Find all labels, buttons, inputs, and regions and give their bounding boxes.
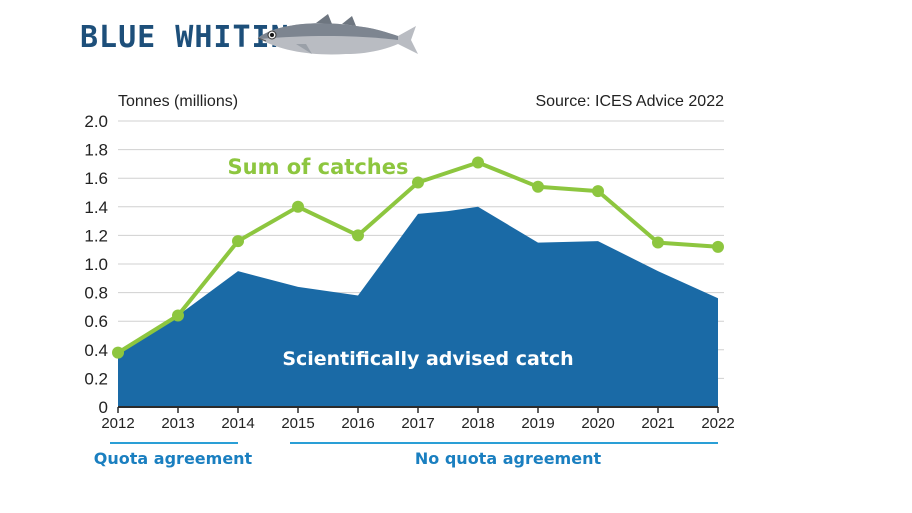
advised-catch-series <box>118 206 718 407</box>
data-point <box>112 346 124 359</box>
x-tick-label: 2014 <box>221 415 254 432</box>
y-tick-label: 0.8 <box>84 284 108 303</box>
x-tick-label: 2017 <box>401 415 434 432</box>
advised-catch-label: Scientifically advised catch <box>282 348 573 370</box>
data-point <box>232 235 244 248</box>
data-point <box>172 309 184 322</box>
period-label: Quota agreement <box>94 449 253 468</box>
sum-of-catches-label: Sum of catches <box>228 155 409 179</box>
y-tick-label: 1.2 <box>84 226 108 245</box>
y-tick-label: 1.6 <box>84 169 108 188</box>
advised-catch-area <box>118 206 718 407</box>
x-tick-label: 2015 <box>281 415 314 432</box>
x-tick-labels: 2012 2013 2014 2015 2016 2017 2018 2019 2020 2021… <box>101 415 734 432</box>
x-tick-label: 2020 <box>581 415 614 432</box>
x-tick-label: 2013 <box>161 415 194 432</box>
y-tick-label: 1.4 <box>84 198 108 217</box>
agreement-periods: Quota agreement No quota agreement <box>94 442 718 468</box>
y-tick-label: 0.4 <box>84 341 108 360</box>
data-point <box>532 180 544 193</box>
sum-of-catches-line <box>112 156 724 359</box>
x-tick-label: 2016 <box>341 415 374 432</box>
y-tick-label: 0.2 <box>84 369 108 388</box>
y-tick-label: 1.0 <box>84 255 108 274</box>
x-tick-label: 2019 <box>521 415 554 432</box>
y-tick-label: 2.0 <box>84 112 108 131</box>
data-point <box>292 200 304 213</box>
y-tick-label: 0 <box>99 398 108 417</box>
y-axis-label: Tonnes (millions) <box>118 93 238 110</box>
y-tick-labels: 2.0 1.8 1.6 1.4 1.2 1.0 0.8 0.6 0.4 0.2 0 <box>84 112 108 417</box>
fish-icon <box>257 14 418 55</box>
period-label: No quota agreement <box>415 449 602 468</box>
data-point <box>472 156 484 169</box>
data-point <box>352 229 364 242</box>
data-point <box>412 176 424 189</box>
x-tick-label: 2018 <box>461 415 494 432</box>
y-tick-label: 0.6 <box>84 312 108 331</box>
data-point <box>592 185 604 198</box>
data-point <box>652 236 664 249</box>
x-tick-label: 2012 <box>101 415 134 432</box>
data-point <box>712 240 724 253</box>
source-note: Source: ICES Advice 2022 <box>535 93 724 110</box>
x-axis <box>117 406 719 413</box>
x-tick-label: 2022 <box>701 415 734 432</box>
x-tick-label: 2021 <box>641 415 674 432</box>
y-tick-label: 1.8 <box>84 141 108 160</box>
